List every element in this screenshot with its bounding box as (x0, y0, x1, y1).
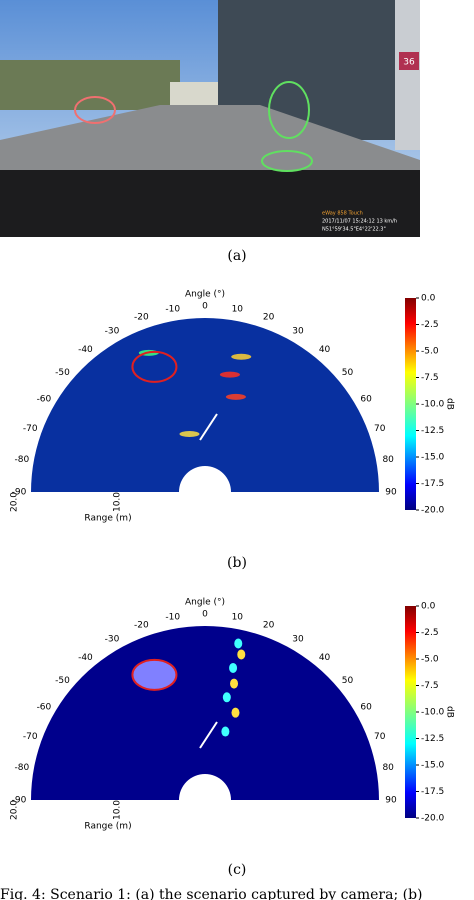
arrow (199, 413, 218, 441)
arrow (199, 721, 218, 749)
angle-tick-label: -10 (165, 304, 180, 314)
angle-tick-label: -40 (78, 345, 93, 355)
angle-tick-label: 10 (232, 612, 244, 622)
colorbar-tick-label: -15.0 (421, 761, 445, 771)
colorbar-tick-label: -12.5 (421, 734, 444, 744)
angle-tick-label: -60 (37, 395, 52, 405)
axis-title: Angle (°) (185, 598, 225, 608)
angle-tick-label: -10 (165, 612, 180, 622)
panel-label: (c) (228, 862, 247, 878)
colorbar-tick-label: -10.0 (421, 708, 445, 718)
angle-tick-label: 80 (382, 763, 394, 773)
angle-tick-label: -80 (14, 455, 29, 465)
angle-tick-label: 30 (292, 634, 304, 644)
colorbar-tick-label: -5.0 (421, 655, 439, 665)
colorbar-tick-label: -10.0 (421, 400, 445, 410)
colorbar-tick-label: -17.5 (421, 787, 444, 797)
angle-tick-label: 70 (374, 424, 386, 434)
hotspot (179, 431, 200, 438)
hotspot (229, 662, 238, 673)
colorbar-tick-label: -12.5 (421, 426, 444, 436)
colorbar-tick-label: -17.5 (421, 479, 444, 489)
annotation (131, 658, 178, 691)
colorbar (405, 606, 416, 818)
axis-title: Range (m) (84, 514, 131, 524)
hotspot (222, 692, 231, 703)
angle-tick-label: -50 (55, 368, 70, 378)
colorbar-tick-label: -2.5 (421, 628, 439, 638)
colorbar-tick-label: -5.0 (421, 347, 439, 357)
angle-tick-label: -90 (12, 796, 27, 806)
angle-tick-label: -60 (37, 703, 52, 713)
angle-tick-label: -20 (134, 621, 149, 631)
angle-tick-label: 90 (385, 796, 397, 806)
angle-tick-label: 0 (202, 302, 208, 312)
polar-area (31, 626, 379, 800)
angle-tick-label: 50 (342, 676, 354, 686)
range-tick-label: 10.0 (113, 800, 123, 820)
polar-plot: -90 -80 -70 -60 -50 -40 -30 -20 -10 0 10 20 30 40 50 60… (10, 290, 455, 524)
hotspot (225, 393, 246, 400)
angle-tick-label: 90 (385, 488, 397, 498)
angle-tick-label: 0 (202, 610, 208, 620)
sign: 36 (403, 58, 415, 68)
panel-label: (a) (227, 248, 246, 264)
colorbar-tick-label: -2.5 (421, 320, 439, 330)
annotation (131, 350, 178, 383)
angle-tick-label: 70 (374, 732, 386, 742)
angle-tick-label: -70 (23, 732, 38, 742)
hotspot (231, 707, 240, 718)
angle-tick-label: 50 (342, 368, 354, 378)
axis-title: Angle (°) (185, 290, 225, 300)
axis-title: Range (m) (84, 822, 131, 832)
colorbar-tick-label: -15.0 (421, 453, 445, 463)
hotspot (231, 353, 252, 360)
photo: 36 eWay 858 Touch 2017/11/07 15:24:12 13… (0, 0, 420, 237)
hotspot (219, 371, 240, 378)
angle-tick-label: 60 (360, 395, 372, 405)
angle-tick-label: -80 (14, 763, 29, 773)
hotspot (237, 649, 246, 660)
colorbar-tick-label: -7.5 (421, 681, 439, 691)
hotspot (230, 678, 239, 689)
panel-label: (b) (227, 555, 247, 571)
overlay-text: eWay 858 Touch (322, 211, 363, 217)
angle-tick-label: 10 (232, 304, 244, 314)
angle-tick-label: -40 (78, 653, 93, 663)
colorbar-tick-label: -20.0 (421, 506, 445, 516)
angle-tick-label: 20 (263, 313, 275, 323)
angle-tick-label: -30 (105, 634, 120, 644)
overlay-text: 2017/11/07 15:24:12 13 km/h (322, 219, 397, 225)
polar-area (31, 318, 379, 492)
angle-tick-label: -20 (134, 313, 149, 323)
colorbar-tick-label: -20.0 (421, 814, 445, 824)
angle-tick-label: -70 (23, 424, 38, 434)
colorbar-title: dB (445, 706, 455, 718)
overlay-text: N51°59'34.5"E4°22'22.3" (322, 227, 386, 233)
colorbar-tick-label: 0.0 (421, 602, 436, 612)
range-tick-label: 20.0 (10, 800, 20, 820)
angle-tick-label: 60 (360, 703, 372, 713)
hotspot (234, 638, 243, 649)
range-tick-label: 10.0 (113, 492, 123, 512)
caption: Fig. 4: Scenario 1: (a) the scenario cap… (0, 887, 423, 900)
colorbar (405, 298, 416, 510)
angle-tick-label: 20 (263, 621, 275, 631)
colorbar-tick-label: 0.0 (421, 294, 436, 304)
angle-tick-label: 80 (382, 455, 394, 465)
colorbar-tick-label: -7.5 (421, 373, 439, 383)
angle-tick-label: 30 (292, 326, 304, 336)
angle-tick-label: 40 (319, 345, 331, 355)
angle-tick-label: -90 (12, 488, 27, 498)
angle-tick-label: -30 (105, 326, 120, 336)
hotspot (221, 726, 230, 737)
colorbar-title: dB (445, 398, 455, 410)
angle-tick-label: -50 (55, 676, 70, 686)
polar-plot: -90 -80 -70 -60 -50 -40 -30 -20 -10 0 10 20 30 40 50 60… (10, 598, 455, 832)
range-tick-label: 20.0 (10, 492, 20, 512)
angle-tick-label: 40 (319, 653, 331, 663)
